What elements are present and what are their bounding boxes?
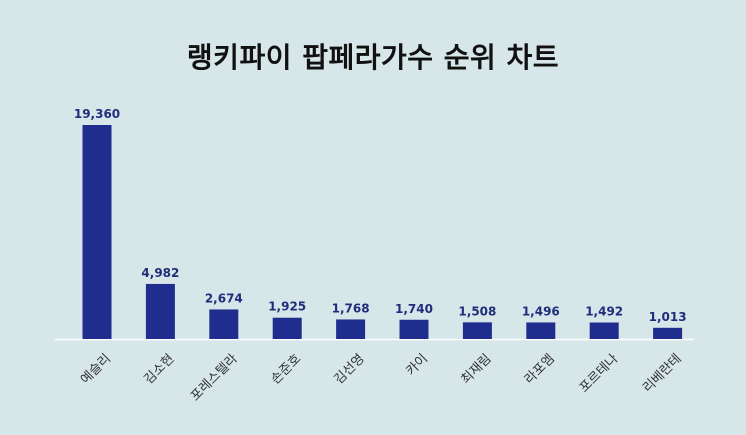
data-label-9: 1,013 — [649, 310, 687, 324]
bar-0 — [82, 125, 112, 339]
data-label-5: 1,740 — [395, 302, 433, 316]
bar-3 — [272, 317, 302, 339]
bar-2 — [209, 309, 239, 339]
bar-4 — [336, 319, 366, 339]
x-tick-label-3: 손준호 — [268, 351, 304, 387]
data-label-8: 1,492 — [585, 305, 623, 319]
bar-7 — [526, 322, 556, 339]
bar-8 — [589, 322, 619, 339]
data-label-1: 4,982 — [141, 266, 179, 280]
data-label-6: 1,508 — [458, 304, 496, 318]
data-label-7: 1,496 — [522, 304, 560, 318]
bar-5 — [399, 319, 429, 339]
x-tick-label-7: 라포엠 — [522, 351, 558, 387]
x-tick-label-0: 예슬리 — [78, 351, 114, 387]
x-tick-label-2: 포레스텔라 — [188, 351, 241, 404]
x-tick-label-8: 포르테나 — [577, 351, 621, 395]
bar-1 — [145, 283, 175, 339]
bar-6 — [462, 322, 492, 339]
chart-title: 랭키파이 팝페라가수 순위 차트 — [186, 41, 560, 74]
data-label-2: 2,674 — [205, 291, 243, 305]
x-tick-label-1: 김소현 — [141, 351, 177, 387]
x-tick-label-6: 최재림 — [458, 351, 494, 387]
x-tick-label-4: 김선영 — [332, 351, 368, 387]
x-tick-label-9: 리베란테 — [640, 351, 684, 395]
x-tick-label-5: 카이 — [404, 351, 432, 379]
bar-9 — [653, 327, 683, 339]
data-label-3: 1,925 — [268, 300, 306, 314]
data-label-4: 1,768 — [332, 301, 370, 315]
data-label-0: 19,360 — [74, 107, 120, 121]
